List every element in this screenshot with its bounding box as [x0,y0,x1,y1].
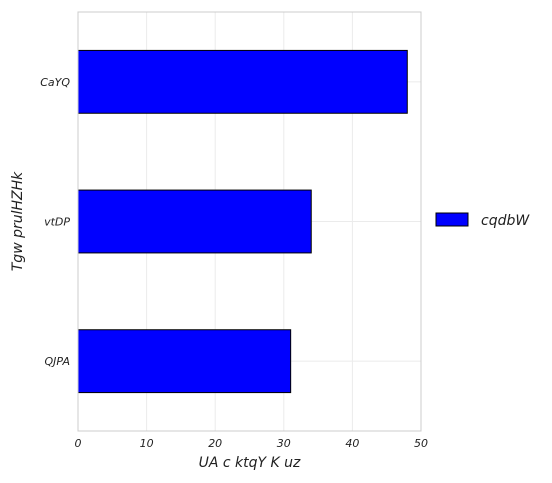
x-tick-label: 0 [75,437,82,450]
x-tick-label: 50 [414,437,428,450]
y-tick-label: vtDP [44,216,70,229]
x-tick-label: 40 [345,437,359,450]
bars [77,49,408,394]
y-axis-title: Tgw prulHZHk [10,171,26,271]
x-tick-label: 30 [277,437,291,450]
legend: cqdbW [435,212,530,229]
x-tick-label: 10 [140,437,154,450]
y-tick-label: QJPA [44,355,70,368]
plot-frame [77,11,422,432]
y-axis-ticks: QJPA vtDP CaYQ [40,76,70,368]
x-axis-title: UA c ktqY K uz [199,455,301,471]
y-tick-label: CaYQ [40,76,70,89]
x-tick-label: 20 [208,437,222,450]
legend-label: cqdbW [481,213,530,229]
bar [77,189,312,254]
bar [77,329,292,394]
x-axis-ticks: 0 10 20 30 40 50 [75,437,429,450]
legend-swatch [435,212,469,227]
bar [77,49,408,114]
